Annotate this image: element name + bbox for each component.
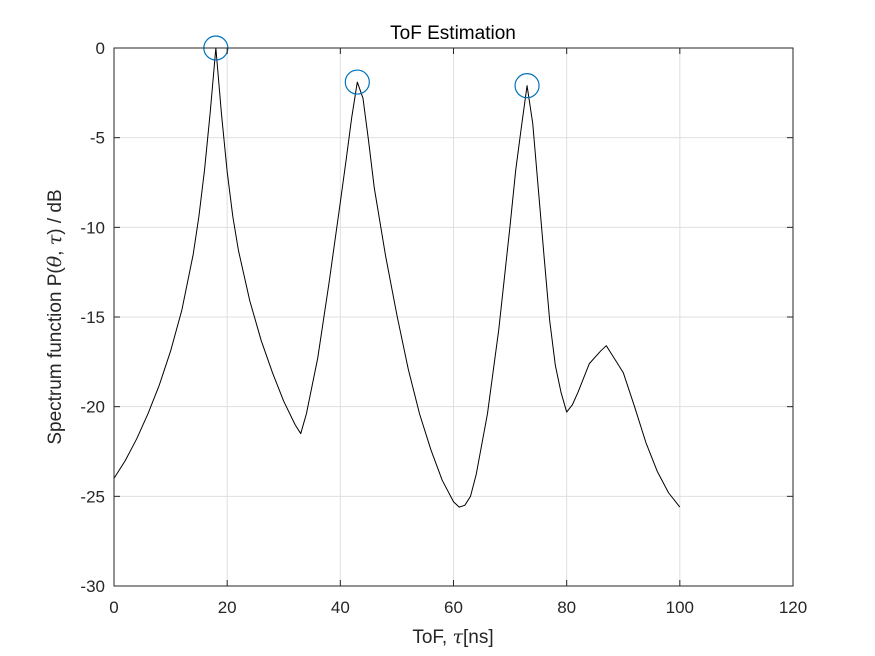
x-axis-label-suffix: [ns]	[463, 627, 494, 648]
y-tick-labels: 0 -5 -10 -15 -20 -25 -30	[80, 39, 105, 596]
x-tick-label: 120	[779, 598, 807, 617]
x-tick-label: 80	[557, 598, 576, 617]
peak-marker	[344, 69, 370, 95]
y-tick-label: 0	[96, 39, 105, 58]
y-axis-label-symbol-tau: τ	[44, 234, 66, 245]
x-axis-label-symbol: τ	[452, 626, 463, 648]
spectrum-line	[113, 47, 681, 508]
x-tick-label: 0	[109, 598, 118, 617]
x-tick-label: 20	[218, 598, 237, 617]
y-tick-label: -15	[80, 308, 105, 327]
y-axis-label-suffix: ) / dB	[45, 189, 66, 234]
chart-title: ToF Estimation	[390, 23, 516, 44]
y-axis-label-prefix: Spectrum function P(	[45, 267, 66, 445]
y-axis-label: Spectrum function P(θ, τ) / dB	[44, 189, 66, 444]
y-tick-label: -30	[80, 577, 105, 596]
x-axis-label: ToF, τ[ns]	[412, 626, 493, 648]
x-axis-label-prefix: ToF,	[412, 627, 452, 648]
x-tick-label: 100	[666, 598, 694, 617]
x-tick-label: 60	[444, 598, 463, 617]
y-axis-label-middle: ,	[45, 245, 66, 256]
x-tick-label: 40	[331, 598, 350, 617]
y-tick-label: -10	[80, 218, 105, 237]
y-tick-label: -5	[90, 129, 105, 148]
series-layer	[113, 47, 681, 508]
y-tick-label: -25	[80, 487, 105, 506]
x-tick-labels: 0 20 40 60 80 100 120	[109, 598, 807, 617]
peak-marker	[514, 73, 540, 99]
y-tick-label: -20	[80, 398, 105, 417]
y-axis-label-symbol-theta: θ	[44, 255, 66, 267]
grid	[114, 48, 793, 586]
ticks	[113, 47, 794, 587]
